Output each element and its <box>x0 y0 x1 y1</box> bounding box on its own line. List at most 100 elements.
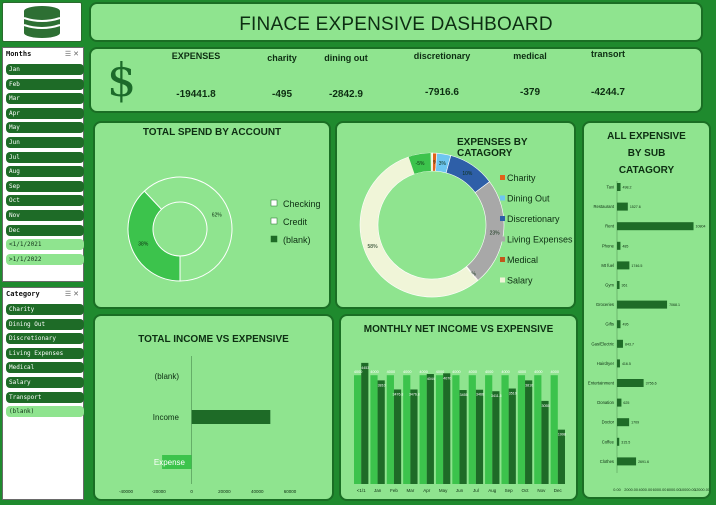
legend-label: Salary <box>507 276 533 286</box>
legend-swatch <box>270 199 278 207</box>
chart-title: TOTAL SPEND BY ACCOUNT <box>142 127 282 138</box>
kpi-dining-value: -2842.9 <box>329 89 363 100</box>
category-label: Gym <box>605 283 614 288</box>
bar-income <box>191 410 271 424</box>
donut-data-label: -5% <box>416 161 425 167</box>
bar-expense <box>162 455 192 469</box>
category-label: Groceries <box>596 302 614 307</box>
bar-net <box>508 388 516 484</box>
filter-clear-icon[interactable]: ☰ ✕ <box>64 291 79 298</box>
category-slicer[interactable]: Category ☰ ✕ Charity Dining Out Discretion… <box>2 287 84 500</box>
donut-data-label: 10% <box>462 171 473 177</box>
legend-label: Discretionary <box>507 214 560 224</box>
chart-title: EXPENSES BY CATAGORY <box>457 137 528 159</box>
bar-net <box>377 380 385 484</box>
month-item-jun[interactable]: Jun <box>6 137 84 148</box>
bar-entertainment <box>617 379 644 387</box>
month-item-mar[interactable]: Mar <box>6 93 84 105</box>
data-label-net: 4070 <box>443 376 451 380</box>
data-label-net: 3810 <box>525 383 533 387</box>
month-item-dec[interactable]: Dec <box>6 224 84 236</box>
legend-swatch <box>270 235 278 243</box>
x-tick-label: 4000.00 <box>638 488 652 492</box>
bar-income <box>403 375 411 484</box>
category-item-charity[interactable]: Charity <box>6 304 84 315</box>
x-tick-label: Aug <box>488 488 497 493</box>
donut-data-label: 3% <box>439 161 447 167</box>
donut-data-label: 62% <box>212 212 223 218</box>
sub-category-chart: Taxi 498.2 Restaurant 1527.6 Rent 10804 Phone 4… <box>588 181 709 492</box>
x-tick-label: 40000 <box>251 489 264 494</box>
category-label: Gas/Electric <box>591 341 614 346</box>
month-item-jul[interactable]: Jul <box>6 151 84 163</box>
x-tick-label: Feb <box>390 488 398 493</box>
legend-swatch <box>500 175 505 180</box>
bar-income <box>485 375 493 484</box>
data-label-net: 1998 <box>558 433 566 437</box>
x-tick-label: 6000.00 <box>653 488 667 492</box>
data-label-income: 4000 <box>354 370 362 374</box>
category-label: Mt fuel <box>601 263 614 268</box>
legend-swatch <box>500 277 505 283</box>
income-vs-expense-panel: TOTAL INCOME VS EXPENSIVE (blank) Income E… <box>93 314 334 501</box>
monthly-net-chart: 40004453<1/140003810Jan40003476.8Feb4000… <box>354 362 566 493</box>
filter-clear-icon[interactable]: ☰ ✕ <box>64 51 79 58</box>
month-item-oct[interactable]: Oct <box>6 195 84 207</box>
bar-income <box>419 375 427 484</box>
bar-income <box>501 375 509 484</box>
x-tick-label: 2000.00 <box>624 488 638 492</box>
category-item-living-expenses[interactable]: Living Expenses <box>6 347 84 359</box>
category-item-dining-out[interactable]: Dining Out <box>6 318 84 330</box>
legend-swatch <box>500 216 505 221</box>
data-label: 498.2 <box>623 186 632 190</box>
kpi-discretionary-label: discretionary <box>413 51 471 61</box>
donut-slice-credit <box>143 176 233 282</box>
x-tick-label: 20000 <box>218 489 231 494</box>
data-label: 7068.1 <box>669 303 680 307</box>
data-label: 485 <box>622 244 628 248</box>
donut-data-label: 58% <box>368 244 379 250</box>
month-item-nov[interactable]: Nov <box>6 210 84 221</box>
month-item-may[interactable]: May <box>6 122 84 134</box>
donut-data-label: 38% <box>138 242 149 248</box>
kpi-expenses-label: EXPENSES <box>171 51 221 61</box>
months-slicer[interactable]: Months ☰ ✕ Jan Feb Mar Apr May Jun Jul Aug Sep Oc… <box>2 47 84 282</box>
category-label: Gifts <box>605 322 614 327</box>
bar-net <box>541 400 549 484</box>
data-label-net: 3810 <box>378 383 386 387</box>
month-item-apr[interactable]: Apr <box>6 107 84 119</box>
category-label: Expense <box>154 458 186 467</box>
bar-net <box>475 389 484 484</box>
kpi-dining-label: dining out <box>324 53 368 63</box>
month-item-sep[interactable]: Sep <box>6 180 84 192</box>
data-label-net: 3055 <box>542 404 550 408</box>
total-spend-donut: 38% 62% Checking Credit (blank) <box>127 176 321 282</box>
legend-swatch <box>500 257 505 262</box>
month-item-feb[interactable]: Feb <box>6 78 84 90</box>
chart-title: TOTAL INCOME VS EXPENSIVE <box>138 334 289 345</box>
month-item--1-1-2021[interactable]: <1/1/2021 <box>6 239 84 251</box>
legend-swatch <box>500 236 505 242</box>
bar-clothes <box>617 457 637 466</box>
category-item-transport[interactable]: Transport <box>6 391 84 403</box>
category-item--blank-[interactable]: (blank) <box>6 406 84 418</box>
month-item-aug[interactable]: Aug <box>6 166 84 178</box>
category-label: Clothes <box>600 459 614 464</box>
logo <box>2 2 82 42</box>
page-title: FINACE EXPENSIVE DASHBOARD <box>239 14 553 35</box>
month-item--1-1-2022[interactable]: >1/1/2022 <box>6 253 84 265</box>
data-label: 2691.6 <box>638 460 649 464</box>
kpi-charity-label: charity <box>267 53 297 63</box>
month-item-jan[interactable]: Jan <box>6 64 84 75</box>
bar-net <box>492 391 500 484</box>
category-item-salary[interactable]: Salary <box>6 377 84 388</box>
category-item-medical[interactable]: Medical <box>6 362 84 374</box>
bar-net <box>443 373 451 484</box>
category-item-discretionary[interactable]: Discretionary <box>6 333 84 345</box>
kpi-transport-label: transort <box>590 49 625 59</box>
data-label: 843.7 <box>625 342 634 346</box>
data-label: 10804 <box>696 225 706 229</box>
legend-label: Living Expenses <box>507 235 573 245</box>
bar-income <box>468 375 476 484</box>
